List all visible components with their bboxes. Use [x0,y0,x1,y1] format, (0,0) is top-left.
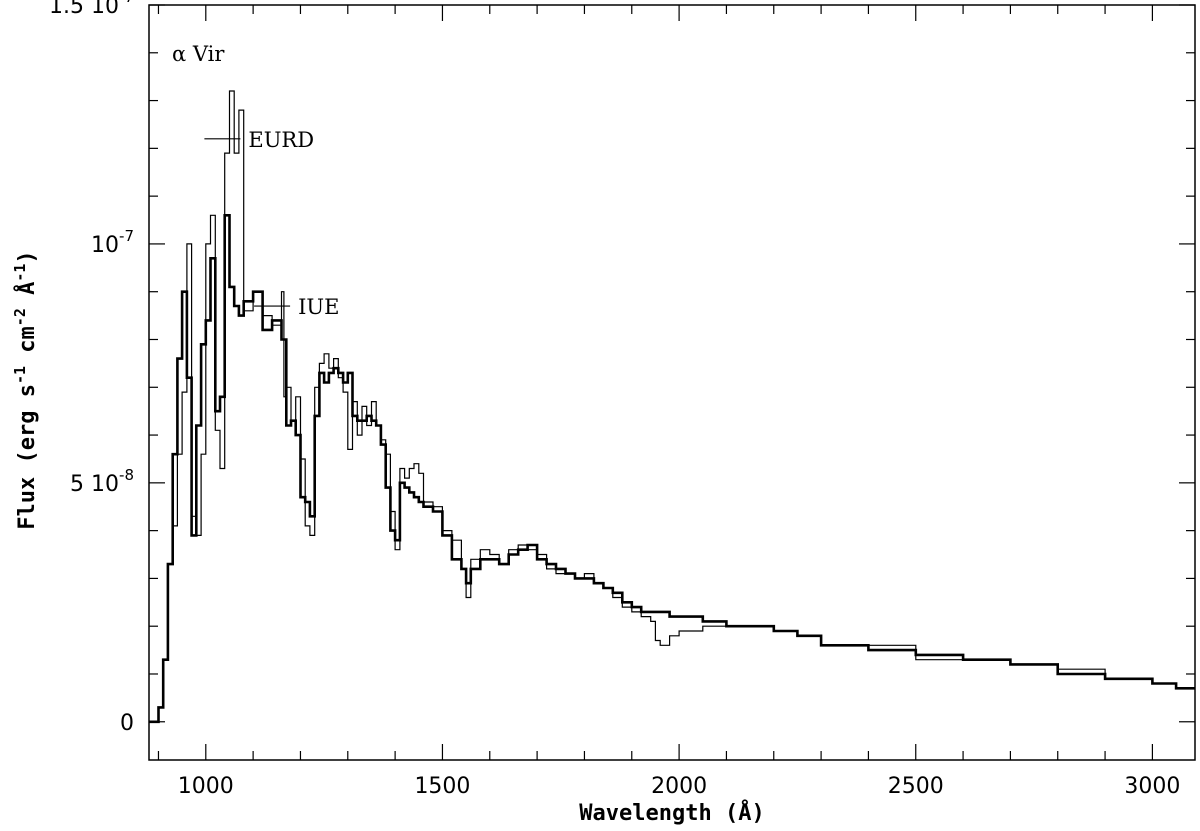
series-line-thick [149,214,1195,724]
y-axis-title: Flux (erg s-1 cm-2 Å-1) [11,250,40,529]
series-layer [149,90,1195,724]
x-tick-labels: 1000 1500 2000 2500 3000 [178,774,1181,799]
x-tick-label: 2500 [888,774,944,799]
x-tick-label: 3000 [1124,774,1180,799]
annotation-label: IUE [298,295,339,319]
y-tick-label: 5 10-8 [70,466,134,497]
panel-label: α Vir [172,42,225,66]
y-tick-label: 1.5 10-7 [49,0,134,19]
x-tick-label: 2000 [651,774,707,799]
x-axis-title: Wavelength (Å) [579,800,764,826]
annotation-label: EURD [248,128,314,152]
annotations: EURD IUE [204,128,339,319]
y-tick-label: 10-7 [91,227,134,258]
y-tick-labels: 0 5 10-8 10-7 1.5 10-7 [49,0,134,736]
x-tick-label: 1500 [414,774,470,799]
plot-frame [148,4,1196,761]
minor-ticks [149,5,1195,760]
x-tick-label: 1000 [178,774,234,799]
y-tick-label: 0 [120,711,134,736]
